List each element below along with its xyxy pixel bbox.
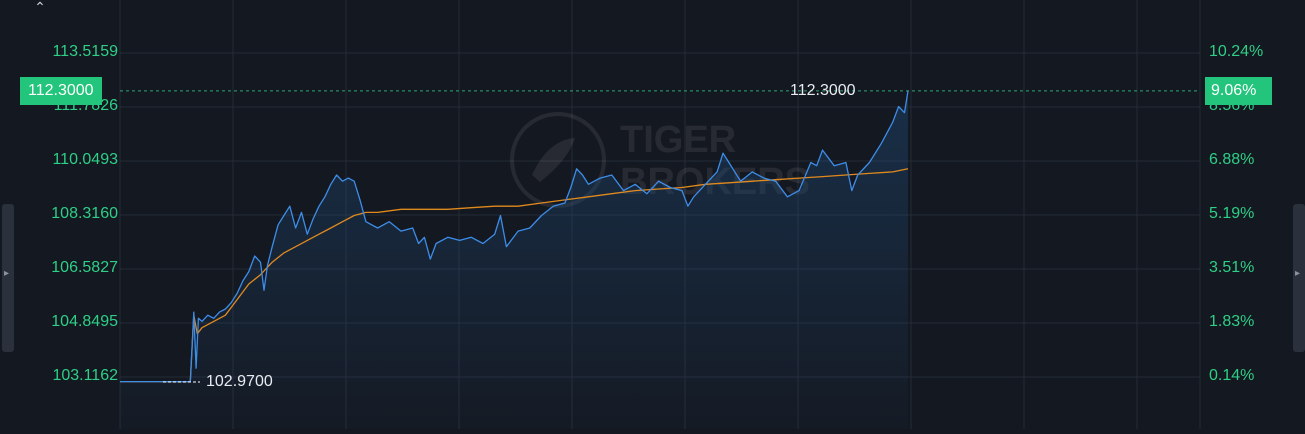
y-tick-label: 113.5159	[52, 43, 118, 60]
y-tick-label: 106.5827	[51, 259, 118, 276]
pct-tick-label: 0.14%	[1209, 367, 1255, 384]
left-expand-handle[interactable]: ▸	[2, 204, 14, 352]
collapse-up-icon[interactable]: ⌃	[34, 0, 46, 15]
pct-tick-label: 5.19%	[1209, 205, 1255, 222]
pct-tick-label: 6.88%	[1209, 151, 1255, 168]
price-area-fill	[120, 90, 908, 430]
plot-area	[120, 90, 1200, 430]
price-line	[120, 90, 909, 383]
last-pct-badge: 9.06%	[1205, 77, 1272, 105]
y-tick-label: 110.0493	[52, 151, 118, 168]
left-arrow-icon: ▸	[4, 268, 10, 279]
watermark-logo-mark-icon	[532, 138, 575, 182]
y-tick-label: 103.1162	[52, 367, 118, 384]
last-price-annotation: 112.3000	[790, 82, 856, 99]
open-price-annotation: 102.9700	[206, 373, 273, 390]
last-price-badge: 112.3000	[20, 77, 102, 105]
y-tick-label: 104.8495	[51, 313, 118, 330]
watermark-text-line1: TIGER	[620, 119, 736, 161]
right-arrow-icon: ▸	[1295, 268, 1301, 279]
pct-tick-label: 3.51%	[1209, 259, 1255, 276]
y-tick-label: 108.3160	[51, 205, 118, 222]
average-price-line	[120, 168, 909, 383]
right-expand-handle[interactable]: ▸	[1293, 204, 1305, 352]
pct-tick-label: 1.83%	[1209, 313, 1255, 330]
pct-tick-label: 10.24%	[1209, 43, 1264, 60]
